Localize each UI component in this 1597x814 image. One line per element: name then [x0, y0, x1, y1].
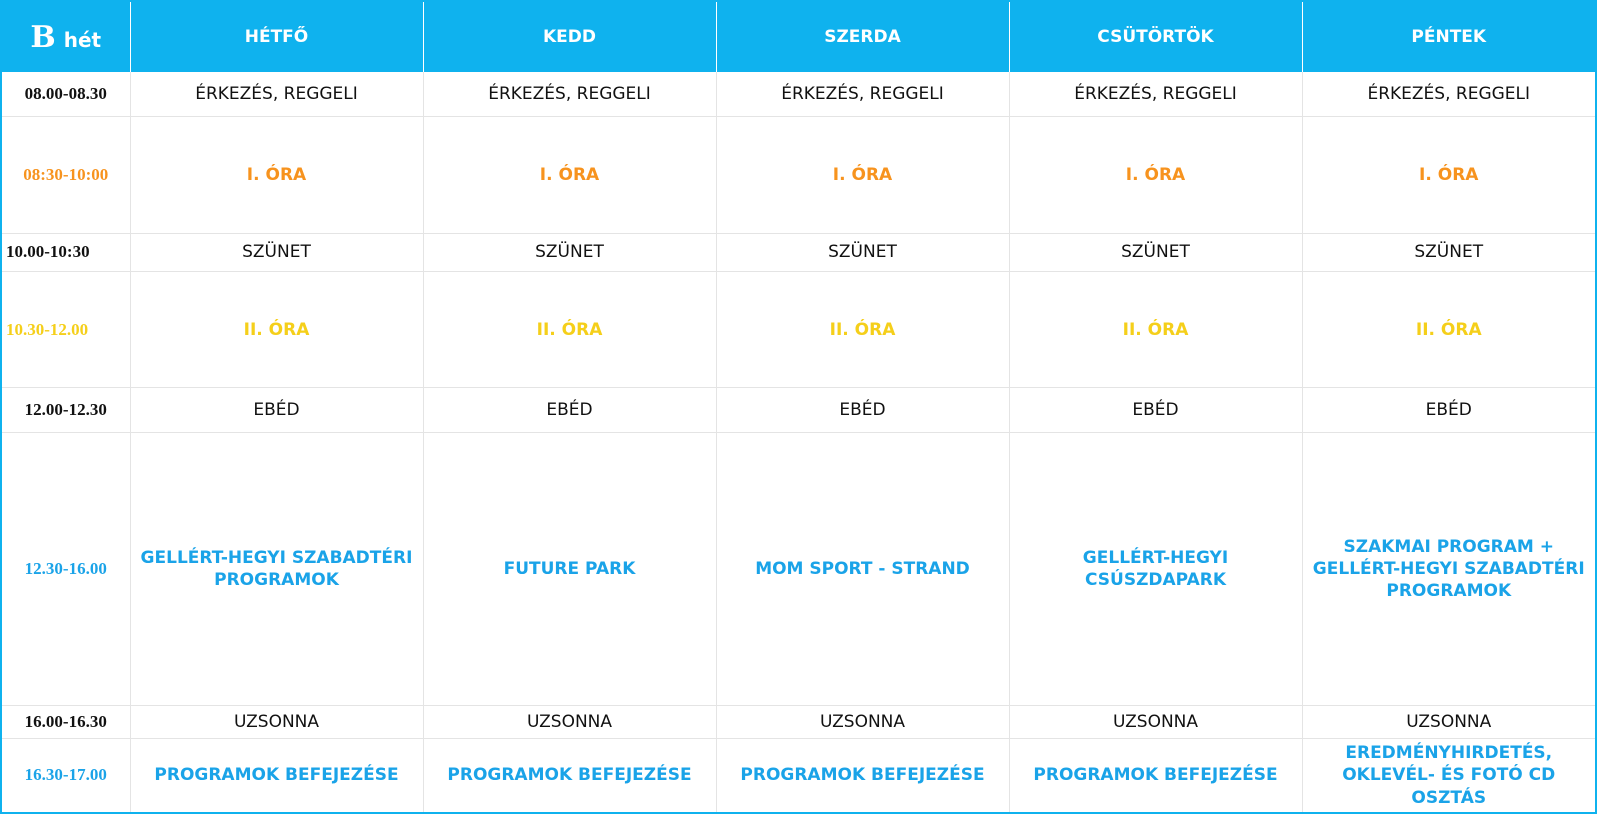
- day-header-thursday: CSÜTÖRTÖK: [1009, 2, 1303, 72]
- schedule-cell: EBÉD: [423, 387, 717, 434]
- schedule-cell: I. ÓRA: [423, 116, 717, 234]
- schedule-cell: EBÉD: [130, 387, 424, 434]
- schedule-cell: ÉRKEZÉS, REGGELI: [1009, 72, 1303, 118]
- schedule-cell: UZSONNA: [130, 705, 424, 740]
- schedule-cell: SZÜNET: [1302, 233, 1595, 273]
- schedule-cell: EBÉD: [1302, 387, 1595, 434]
- table-row: 16.30-17.00 PROGRAMOK BEFEJEZÉSE PROGRAM…: [2, 738, 1595, 812]
- schedule-cell: EBÉD: [716, 387, 1010, 434]
- schedule-cell: SZÜNET: [1009, 233, 1303, 273]
- schedule-cell: SZÜNET: [716, 233, 1010, 273]
- schedule-cell: ÉRKEZÉS, REGGELI: [423, 72, 717, 118]
- schedule-cell: SZÜNET: [130, 233, 424, 273]
- schedule-cell: II. ÓRA: [716, 271, 1010, 389]
- schedule-cell: GELLÉRT-HEGYI CSÚSZDAPARK: [1009, 432, 1303, 707]
- week-letter: B: [30, 19, 56, 55]
- time-slot: 10.00-10:30: [2, 233, 131, 273]
- schedule-cell: MOM SPORT - STRAND: [716, 432, 1010, 707]
- schedule-cell: UZSONNA: [716, 705, 1010, 740]
- day-header-monday: HÉTFŐ: [130, 2, 424, 72]
- schedule-cell: PROGRAMOK BEFEJEZÉSE: [1009, 738, 1303, 812]
- schedule-cell: GELLÉRT-HEGYI SZABADTÉRI PROGRAMOK: [130, 432, 424, 707]
- schedule-cell: EBÉD: [1009, 387, 1303, 434]
- schedule-cell: I. ÓRA: [1302, 116, 1595, 234]
- schedule-cell: EREDMÉNYHIRDETÉS, OKLEVÉL- ÉS FOTÓ CD OS…: [1342, 743, 1556, 808]
- schedule-cell: ÉRKEZÉS, REGGELI: [716, 72, 1010, 118]
- time-slot: 16.00-16.30: [2, 705, 131, 740]
- schedule-cell: I. ÓRA: [716, 116, 1010, 234]
- time-slot: 10.30-12.00: [2, 271, 131, 389]
- schedule-cell: UZSONNA: [1009, 705, 1303, 740]
- week-word: hét: [63, 27, 102, 52]
- table-row: 12.30-16.00 GELLÉRT-HEGYI SZABADTÉRI PRO…: [2, 432, 1595, 707]
- time-slot: 08:30-10:00: [2, 116, 131, 234]
- time-slot: 08.00-08.30: [2, 72, 131, 118]
- schedule-cell: I. ÓRA: [1009, 116, 1303, 234]
- day-header-friday: PÉNTEK: [1302, 2, 1595, 72]
- schedule-cell: II. ÓRA: [1009, 271, 1303, 389]
- day-header-tuesday: KEDD: [423, 2, 717, 72]
- schedule-cell: ÉRKEZÉS, REGGELI: [1302, 72, 1595, 118]
- schedule-cell: PROGRAMOK BEFEJEZÉSE: [716, 738, 1010, 812]
- schedule-cell: PROGRAMOK BEFEJEZÉSE: [130, 738, 424, 812]
- table-row: 08:30-10:00 I. ÓRA I. ÓRA I. ÓRA I. ÓRA …: [2, 116, 1595, 234]
- schedule-cell: I. ÓRA: [130, 116, 424, 234]
- schedule-cell: II. ÓRA: [1302, 271, 1595, 389]
- schedule-cell: II. ÓRA: [423, 271, 717, 389]
- table-row: 08.00-08.30 ÉRKEZÉS, REGGELI ÉRKEZÉS, RE…: [2, 72, 1595, 118]
- schedule-cell: SZÜNET: [423, 233, 717, 273]
- schedule-cell: II. ÓRA: [130, 271, 424, 389]
- time-slot: 12.00-12.30: [2, 387, 131, 434]
- table-row: 12.00-12.30 EBÉD EBÉD EBÉD EBÉD EBÉD: [2, 387, 1595, 434]
- day-header-wednesday: SZERDA: [716, 2, 1010, 72]
- schedule-cell: UZSONNA: [1302, 705, 1595, 740]
- table-row: 10.30-12.00 II. ÓRA II. ÓRA II. ÓRA II. …: [2, 271, 1595, 389]
- schedule-cell: PROGRAMOK BEFEJEZÉSE: [423, 738, 717, 812]
- schedule-cell: UZSONNA: [423, 705, 717, 740]
- table-row: 16.00-16.30 UZSONNA UZSONNA UZSONNA UZSO…: [2, 705, 1595, 740]
- time-slot: 12.30-16.00: [2, 432, 131, 707]
- table-row: 10.00-10:30 SZÜNET SZÜNET SZÜNET SZÜNET …: [2, 233, 1595, 273]
- schedule-cell: SZAKMAI PROGRAM + GELLÉRT-HEGYI SZABADTÉ…: [1302, 432, 1595, 707]
- schedule-cell: FUTURE PARK: [423, 432, 717, 707]
- time-slot: 16.30-17.00: [2, 738, 131, 812]
- schedule-cell: ÉRKEZÉS, REGGELI: [130, 72, 424, 118]
